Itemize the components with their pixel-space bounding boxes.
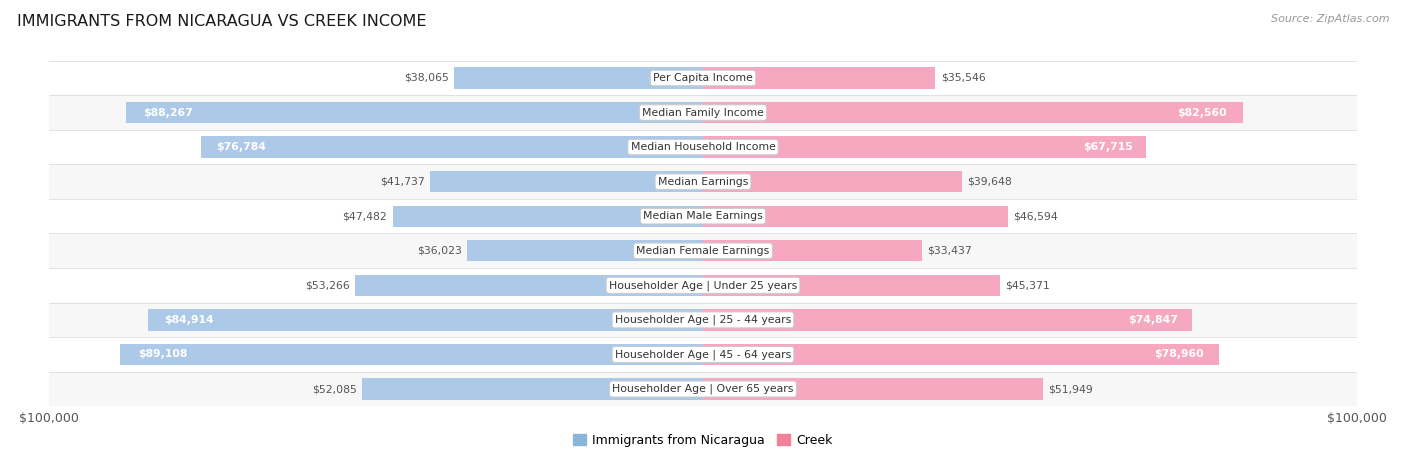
Bar (703, 205, 1008, 227)
Legend: Immigrants from Nicaragua, Creek: Immigrants from Nicaragua, Creek (568, 429, 838, 452)
Bar (49, 372, 1357, 406)
Bar (127, 102, 703, 123)
Bar (49, 95, 1357, 130)
Bar (49, 199, 1357, 234)
Bar (703, 136, 1146, 158)
Text: Median Female Earnings: Median Female Earnings (637, 246, 769, 256)
Bar (49, 234, 1357, 268)
Text: $33,437: $33,437 (927, 246, 972, 256)
Text: Source: ZipAtlas.com: Source: ZipAtlas.com (1271, 14, 1389, 24)
Text: Median Family Income: Median Family Income (643, 107, 763, 118)
Bar (703, 102, 1243, 123)
Bar (49, 303, 1357, 337)
Text: $53,266: $53,266 (305, 280, 350, 290)
Text: Householder Age | 25 - 44 years: Householder Age | 25 - 44 years (614, 315, 792, 325)
Text: IMMIGRANTS FROM NICARAGUA VS CREEK INCOME: IMMIGRANTS FROM NICARAGUA VS CREEK INCOM… (17, 14, 426, 29)
Bar (703, 309, 1192, 331)
Bar (49, 61, 1357, 95)
Text: $52,085: $52,085 (312, 384, 357, 394)
Bar (392, 205, 703, 227)
Text: $82,560: $82,560 (1177, 107, 1226, 118)
Bar (363, 378, 703, 400)
Text: $36,023: $36,023 (418, 246, 463, 256)
Text: $89,108: $89,108 (138, 349, 187, 360)
Bar (703, 240, 921, 262)
Bar (49, 268, 1357, 303)
Text: Median Earnings: Median Earnings (658, 177, 748, 187)
Text: $41,737: $41,737 (380, 177, 425, 187)
Text: Householder Age | Over 65 years: Householder Age | Over 65 years (612, 384, 794, 394)
Bar (201, 136, 703, 158)
Text: Median Male Earnings: Median Male Earnings (643, 211, 763, 221)
Text: $51,949: $51,949 (1047, 384, 1092, 394)
Text: Householder Age | 45 - 64 years: Householder Age | 45 - 64 years (614, 349, 792, 360)
Text: $39,648: $39,648 (967, 177, 1012, 187)
Text: $46,594: $46,594 (1012, 211, 1057, 221)
Bar (148, 309, 703, 331)
Text: $74,847: $74,847 (1128, 315, 1178, 325)
Bar (703, 67, 935, 89)
Text: Per Capita Income: Per Capita Income (652, 73, 754, 83)
Bar (454, 67, 703, 89)
Bar (703, 171, 962, 192)
Bar (703, 344, 1219, 365)
Text: Median Household Income: Median Household Income (630, 142, 776, 152)
Bar (703, 275, 1000, 296)
Bar (430, 171, 703, 192)
Text: Householder Age | Under 25 years: Householder Age | Under 25 years (609, 280, 797, 290)
Bar (467, 240, 703, 262)
Text: $35,546: $35,546 (941, 73, 986, 83)
Text: $76,784: $76,784 (217, 142, 266, 152)
Bar (49, 130, 1357, 164)
Text: $84,914: $84,914 (165, 315, 214, 325)
Bar (49, 337, 1357, 372)
Text: $38,065: $38,065 (404, 73, 449, 83)
Bar (49, 164, 1357, 199)
Bar (354, 275, 703, 296)
Bar (703, 378, 1043, 400)
Text: $78,960: $78,960 (1154, 349, 1204, 360)
Text: $47,482: $47,482 (343, 211, 387, 221)
Text: $67,715: $67,715 (1083, 142, 1132, 152)
Text: $45,371: $45,371 (1005, 280, 1050, 290)
Bar (121, 344, 703, 365)
Text: $88,267: $88,267 (143, 107, 193, 118)
